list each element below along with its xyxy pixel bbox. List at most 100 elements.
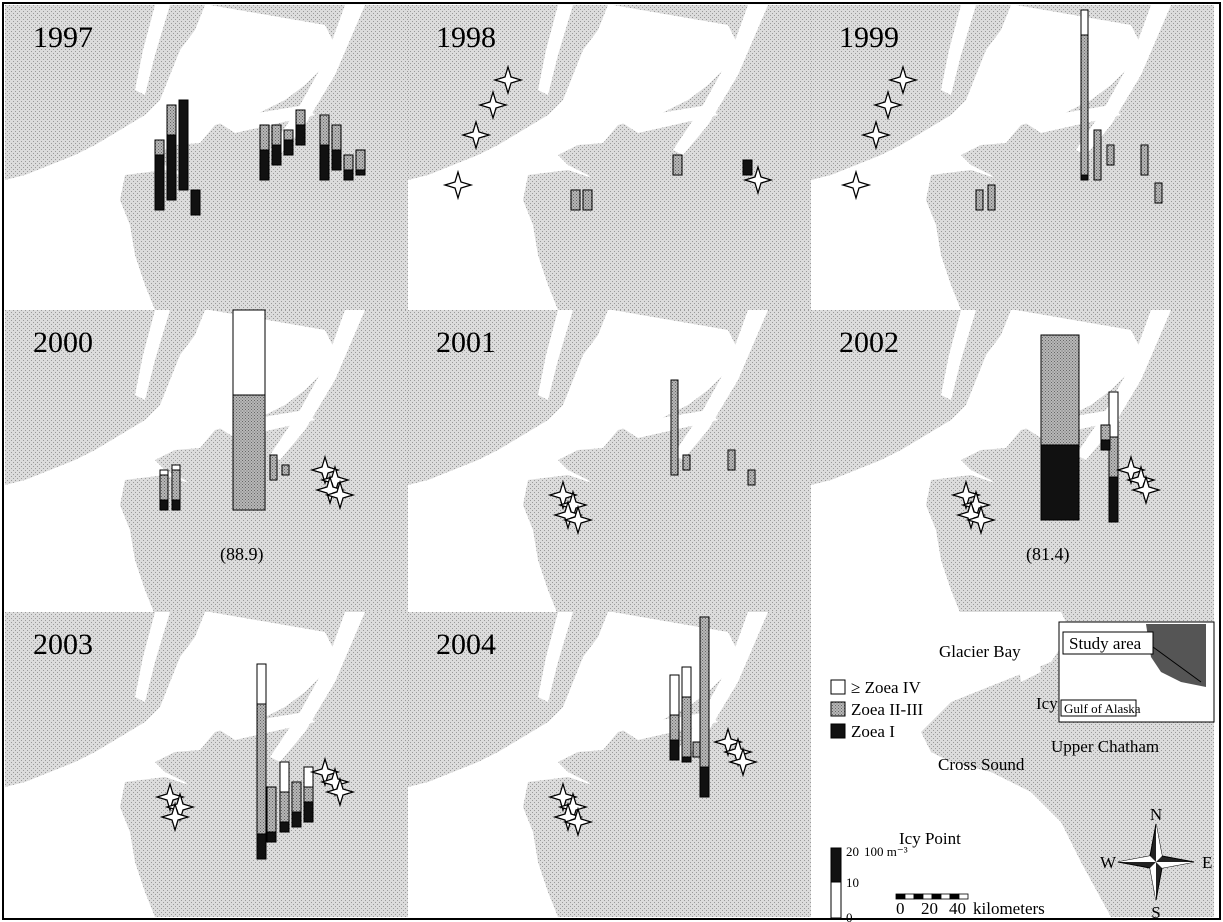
zoea-ii-iii-bar bbox=[279, 791, 290, 823]
zoea-i-bar bbox=[171, 499, 181, 511]
land-mass-2 bbox=[926, 170, 1073, 310]
zoea-ii-iii-bar bbox=[987, 184, 996, 211]
land-mass-1 bbox=[558, 612, 811, 917]
zoea-ii-iii-bar bbox=[692, 741, 701, 758]
zoea-ii-iii-bar bbox=[747, 469, 756, 486]
distance-tick-0: 0 bbox=[896, 899, 905, 918]
zoea-ii-iii-bar bbox=[1040, 334, 1080, 446]
place-name-upper-chatham: Upper Chatham bbox=[1051, 737, 1159, 756]
zoea-ii-iii-bar bbox=[727, 449, 736, 471]
density-tick-20: 20 bbox=[846, 844, 859, 859]
zoea-i-bar bbox=[178, 99, 189, 191]
zoea-ii-iii-bar bbox=[1080, 34, 1089, 176]
zoea-iv-bar bbox=[681, 666, 692, 698]
zoea-ii-iii-bar bbox=[1093, 129, 1102, 181]
off-scale-value-label: (81.4) bbox=[1026, 544, 1070, 565]
zoea-ii-iii-bar bbox=[355, 149, 366, 171]
land-mass-2 bbox=[120, 475, 267, 615]
density-scale-lower bbox=[830, 881, 842, 919]
zoea-i-bar bbox=[319, 144, 330, 181]
zoea-i-bar bbox=[271, 144, 282, 166]
distance-tick-40: 40 bbox=[949, 899, 966, 918]
panel-year-label: 1997 bbox=[33, 21, 93, 54]
zoea-ii-iii-bar bbox=[283, 129, 294, 141]
compass-highlights bbox=[1118, 824, 1194, 900]
channel-3 bbox=[618, 712, 718, 740]
map-panel-2001: 2001 bbox=[408, 310, 811, 615]
zoea-i-bar bbox=[256, 833, 267, 860]
zoea-i-bar bbox=[166, 134, 177, 201]
density-tick-10: 10 bbox=[846, 875, 859, 890]
distance-scale: 0 20 40 kilometers bbox=[895, 893, 1045, 918]
zoea-ii-iii-bar bbox=[672, 154, 683, 176]
panel-year-label: 2000 bbox=[33, 326, 93, 359]
zoea-ii-iii-bar bbox=[331, 124, 342, 151]
zoea-iv-bar bbox=[256, 663, 267, 705]
place-name-glacier-bay: Glacier Bay bbox=[939, 642, 1021, 661]
zoea-i-bar bbox=[190, 189, 201, 216]
compass-e-label: E bbox=[1202, 853, 1212, 872]
panel-year-label: 2003 bbox=[33, 628, 93, 661]
zoea-i-bar bbox=[1040, 444, 1080, 521]
study-area-label: Study area bbox=[1069, 634, 1142, 653]
channel-2 bbox=[135, 310, 170, 400]
legend-label-zoea_ii_iii: Zoea II-III bbox=[851, 700, 924, 719]
panel-year-label: 2002 bbox=[839, 326, 899, 359]
zoea-i-bar bbox=[1100, 439, 1111, 451]
compass-n-label: N bbox=[1150, 805, 1162, 824]
channel-3 bbox=[1021, 105, 1121, 133]
channel-3 bbox=[215, 105, 315, 133]
zoea-ii-iii-bar bbox=[271, 124, 282, 146]
channel-3 bbox=[618, 105, 718, 133]
map-panel-2002: 2002 (81.4) bbox=[811, 310, 1214, 615]
zoea-i-bar bbox=[331, 149, 342, 171]
zoea-ii-iii-bar bbox=[319, 114, 330, 146]
zoea-iv-bar bbox=[159, 469, 169, 476]
compass-rose-icon: N S E W bbox=[1100, 805, 1212, 922]
place-name-cross-sound: Cross Sound bbox=[938, 755, 1025, 774]
zoea-ii-iii-bar bbox=[1154, 182, 1163, 204]
distance-unit-label: kilometers bbox=[973, 899, 1045, 918]
zoea-i-bar bbox=[1080, 174, 1089, 181]
channel-2 bbox=[941, 5, 976, 95]
zoea-i-bar bbox=[159, 499, 169, 511]
land-mass-1 bbox=[961, 310, 1214, 615]
zoea-ii-iii-bar bbox=[1100, 424, 1111, 441]
map-panel-1998: 1998 bbox=[408, 5, 811, 310]
distance-scale-segment bbox=[904, 893, 915, 900]
legend-channel bbox=[1011, 612, 1041, 682]
compass-s-label: S bbox=[1151, 903, 1160, 922]
zoea-i-bar bbox=[295, 124, 306, 146]
legend-label-zoea_iv: ≥ Zoea IV bbox=[851, 678, 921, 697]
zoea-ii-iii-bar bbox=[582, 189, 593, 211]
zoea-i-bar bbox=[303, 801, 314, 823]
zoea-ii-iii-bar bbox=[166, 104, 177, 136]
study-area-callout bbox=[1062, 631, 1154, 655]
zoea-ii-iii-bar bbox=[159, 474, 169, 501]
legend-swatch-zoea_ii_iii bbox=[830, 701, 846, 717]
zoea-ii-iii-bar bbox=[171, 469, 181, 501]
zoea-i-bar bbox=[355, 169, 366, 176]
zoea-ii-iii-bar bbox=[669, 714, 680, 741]
zoea-ii-iii-bar bbox=[259, 124, 270, 151]
compass-w-label: W bbox=[1100, 853, 1117, 872]
zoea-ii-iii-bar bbox=[232, 394, 266, 511]
zoea-ii-iii-bar bbox=[154, 139, 165, 156]
zoea-i-bar bbox=[1108, 476, 1119, 523]
zoea-iv-bar bbox=[669, 674, 680, 716]
zoea-i-bar bbox=[699, 766, 710, 798]
zoea-ii-iii-bar bbox=[303, 786, 314, 803]
density-tick-0: 0 bbox=[846, 910, 853, 922]
zoea-ii-iii-bar bbox=[343, 154, 354, 171]
map-panel-1999: 1999 bbox=[811, 5, 1214, 310]
legend-swatch-zoea_iv bbox=[830, 679, 846, 695]
map-panel-2003: 2003 bbox=[5, 612, 408, 917]
zoea-ii-iii-bar bbox=[681, 696, 692, 758]
inset-alaska-shape bbox=[1146, 624, 1206, 687]
distance-tick-20: 20 bbox=[921, 899, 938, 918]
zoea-i-bar bbox=[343, 169, 354, 181]
density-unit-label: 100 m⁻³ bbox=[864, 844, 908, 859]
panel-year-label: 2004 bbox=[436, 628, 496, 661]
zoea-i-bar bbox=[669, 739, 680, 761]
